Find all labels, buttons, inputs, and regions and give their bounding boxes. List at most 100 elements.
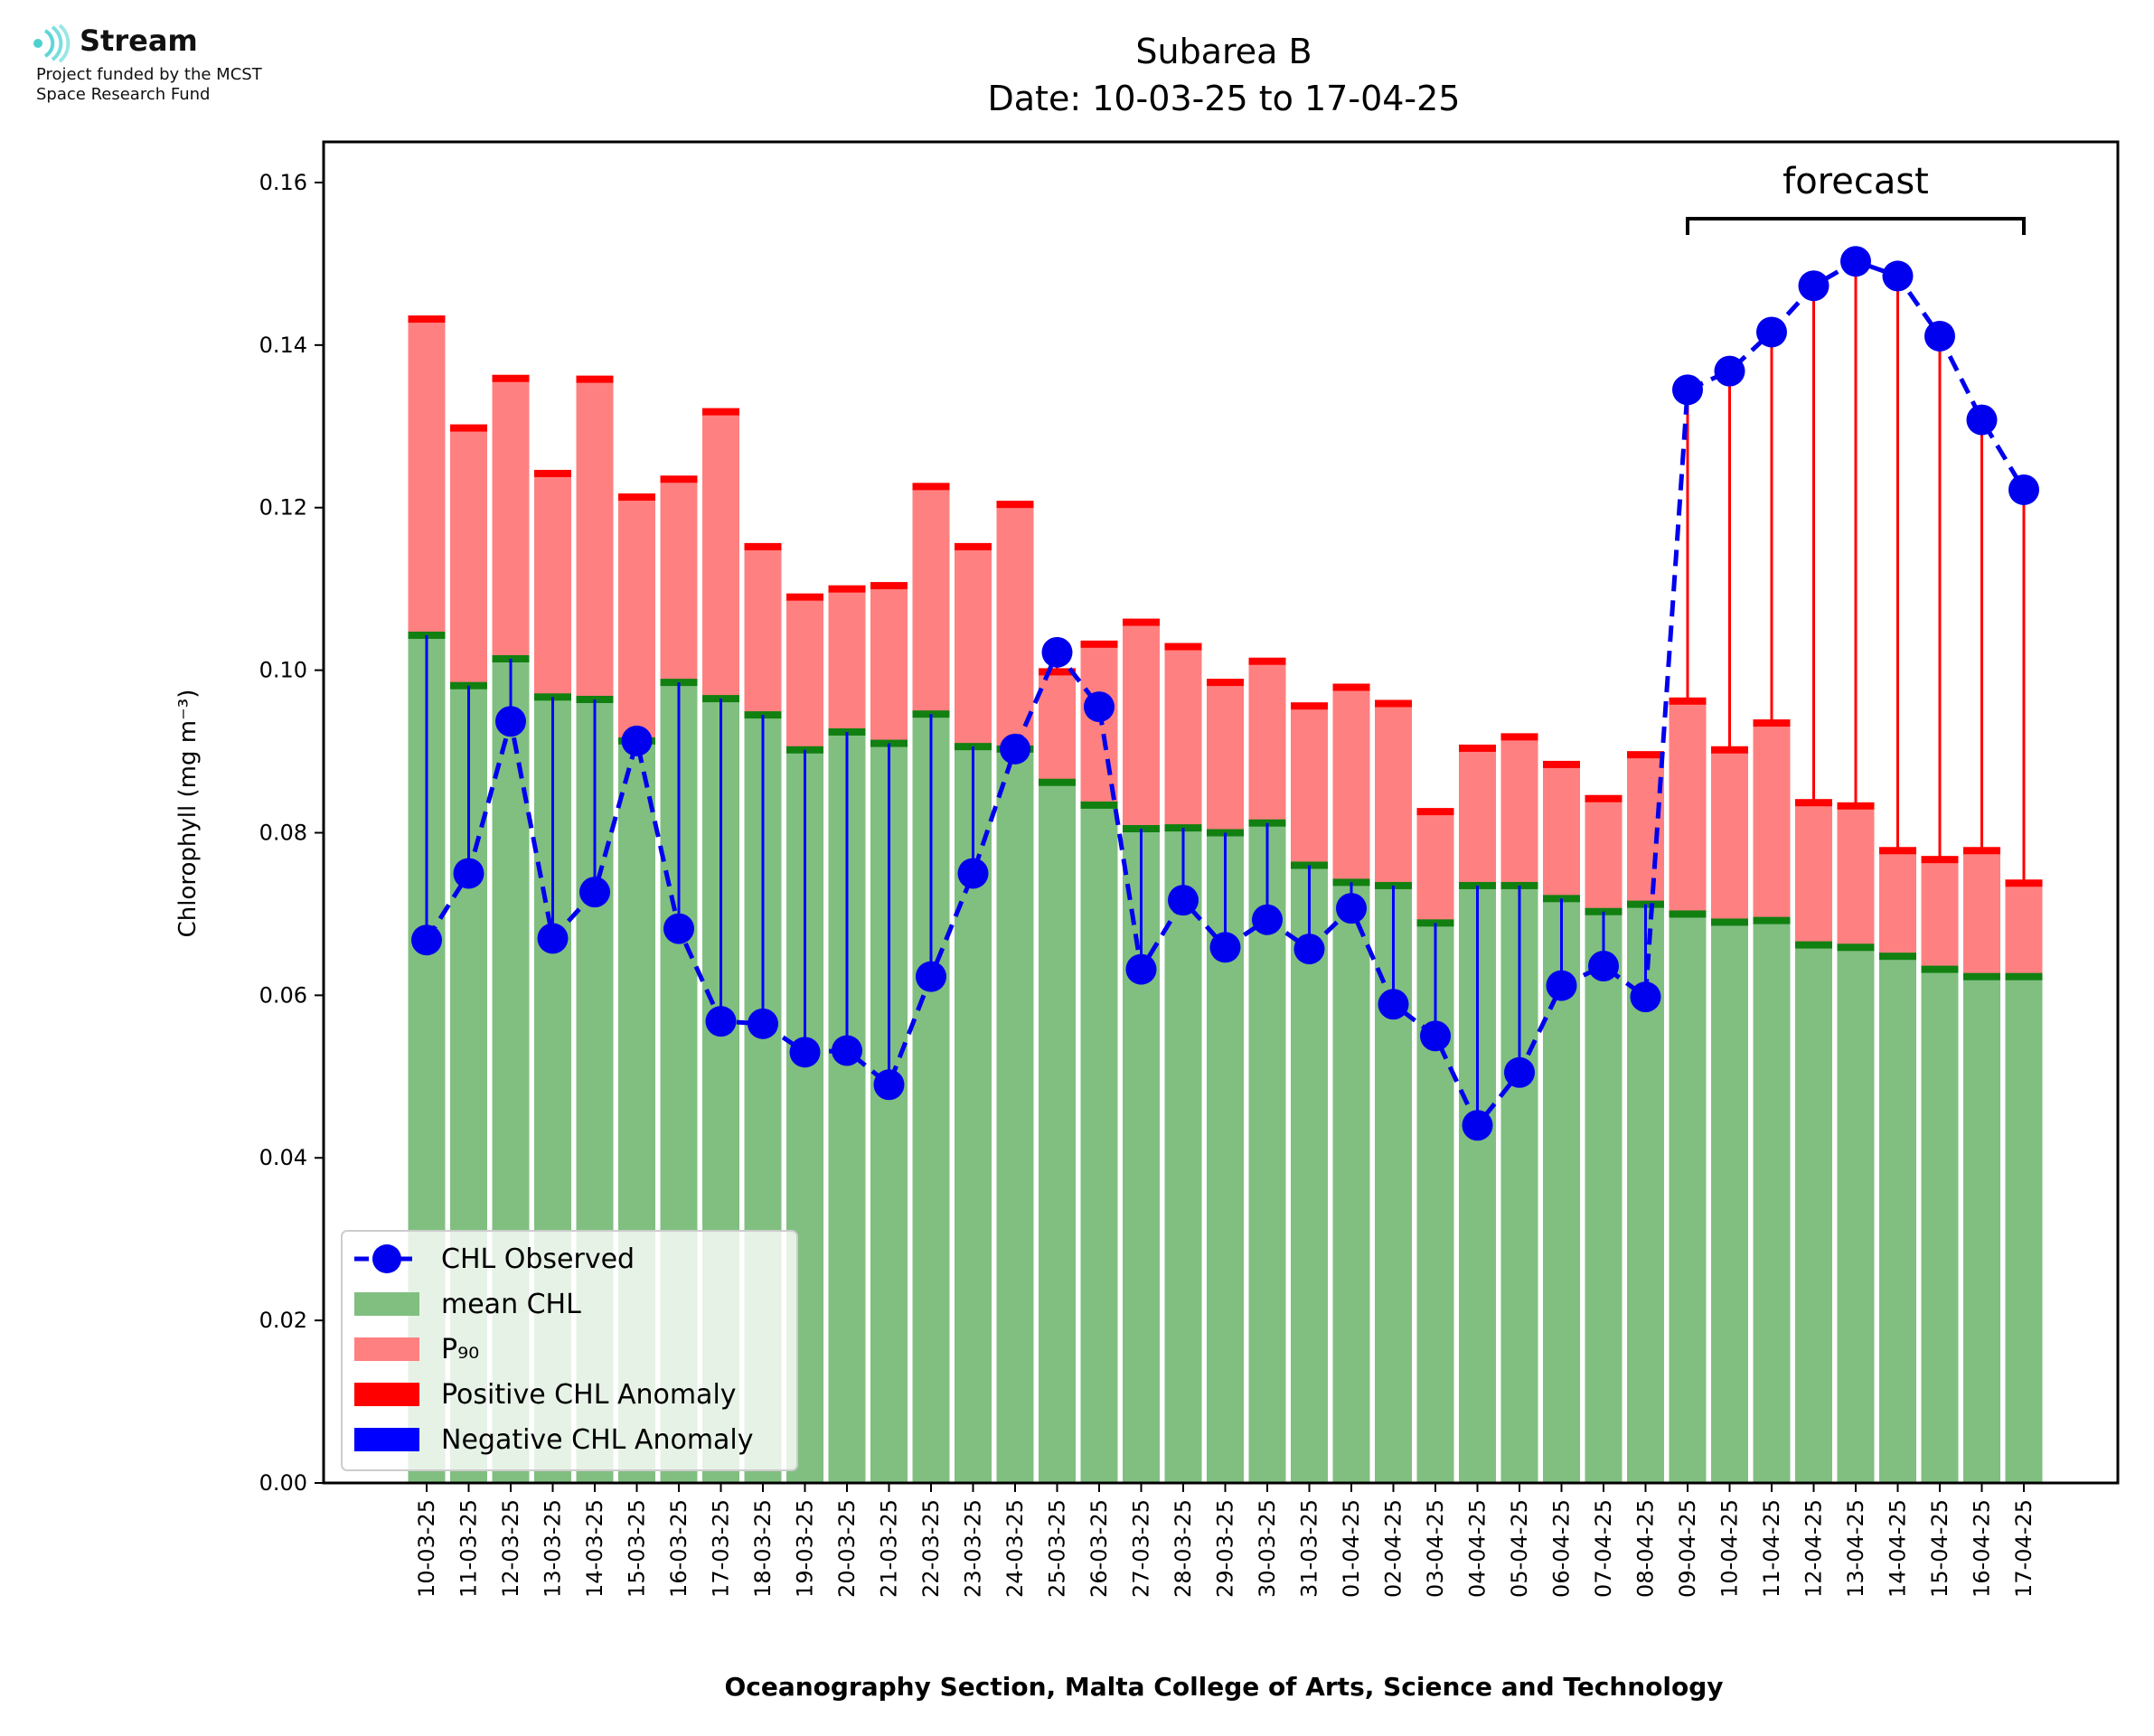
p90-cap — [660, 475, 698, 483]
p90-cap — [1207, 679, 1244, 687]
x-tick-label: 27-03-25 — [1129, 1499, 1154, 1598]
mean-bar — [1879, 956, 1916, 1483]
x-tick-label: 06-04-25 — [1549, 1499, 1575, 1598]
plot-frame — [322, 140, 2120, 1485]
p90-cap — [1500, 733, 1538, 741]
forecast-label: forecast — [1782, 161, 1929, 202]
observed-point — [495, 706, 526, 737]
mean-cap — [1921, 965, 1959, 973]
observed-point — [1966, 404, 1998, 436]
p90-cap — [576, 375, 614, 383]
x-tick-label: 10-03-25 — [414, 1499, 439, 1598]
mean-cap — [1837, 943, 1875, 952]
observed-point — [1924, 320, 1955, 352]
p90-cap — [1627, 751, 1664, 759]
p90-cap — [1123, 618, 1160, 626]
observed-point — [1209, 932, 1241, 963]
mean-bar — [996, 748, 1034, 1483]
x-tick-label: 07-04-25 — [1591, 1499, 1616, 1598]
p90-cap — [1375, 699, 1412, 708]
observed-point — [1252, 904, 1283, 935]
mean-bar — [1669, 914, 1707, 1483]
x-tick-label: 24-03-25 — [1002, 1499, 1028, 1598]
x-tick-label: 09-04-25 — [1675, 1499, 1700, 1598]
legend-label: Positive CHL Anomaly — [441, 1379, 737, 1411]
axes-layer — [315, 140, 2120, 1492]
logo-funding-line-2: Space Research Fund — [36, 85, 211, 104]
legend-label: mean CHL — [441, 1289, 581, 1320]
legend-observed-marker — [372, 1244, 401, 1273]
p90-cap — [1164, 643, 1202, 651]
x-tick-label: 02-04-25 — [1381, 1499, 1406, 1598]
legend-positive-swatch — [354, 1383, 419, 1406]
x-tick-label: 15-03-25 — [625, 1499, 650, 1598]
p90-cap — [492, 374, 530, 382]
observed-point — [2008, 474, 2039, 505]
x-tick-label: 03-04-25 — [1423, 1499, 1448, 1598]
observed-point — [1546, 970, 1577, 1001]
mean-cap — [1711, 918, 1748, 926]
observed-point — [1588, 950, 1619, 981]
observed-point — [1336, 893, 1367, 924]
mean-bar — [2005, 976, 2043, 1483]
labels-layer: 0.00 0.02 0.04 0.06 0.08 0.10 0.12 0.14 0.16 10-0… — [174, 32, 2036, 1702]
legend-label: CHL Observed — [441, 1243, 635, 1275]
y-tick-label: 0.14 — [259, 333, 307, 358]
x-tick-label: 31-03-25 — [1297, 1499, 1322, 1598]
legend-negative-swatch — [354, 1428, 419, 1451]
observed-point — [705, 1006, 737, 1037]
anomaly-lines-layer — [425, 261, 2026, 1126]
x-tick-label: 22-03-25 — [918, 1499, 944, 1598]
p90-cap — [1543, 760, 1580, 768]
y-tick-label: 0.12 — [259, 495, 307, 521]
x-tick-label: 15-04-25 — [1927, 1499, 1952, 1598]
y-tick-label: 0.04 — [259, 1145, 307, 1170]
logo-title: Stream — [80, 23, 198, 58]
p90-cap — [534, 469, 571, 477]
x-tick-label: 17-04-25 — [2011, 1499, 2036, 1598]
p90-cap — [1248, 657, 1286, 665]
x-tick-label: 14-04-25 — [1886, 1499, 1911, 1598]
x-tick-label: 05-04-25 — [1507, 1499, 1532, 1598]
observed-point — [453, 858, 484, 889]
mean-cap — [1669, 910, 1707, 918]
legend-label: Negative CHL Anomaly — [441, 1424, 754, 1456]
x-tick-label: 23-03-25 — [961, 1499, 986, 1598]
x-tick-label: 30-03-25 — [1255, 1499, 1280, 1598]
x-tick-label: 25-03-25 — [1045, 1499, 1070, 1598]
observed-point — [1798, 270, 1829, 302]
observed-point — [1504, 1056, 1535, 1088]
mean-bar — [1164, 828, 1202, 1483]
x-tick-label: 11-04-25 — [1759, 1499, 1784, 1598]
mean-bar — [1332, 882, 1370, 1483]
x-tick-label: 14-03-25 — [582, 1499, 607, 1598]
chart-subtitle: Date: 10-03-25 to 17-04-25 — [988, 79, 1461, 118]
mean-bar — [1753, 920, 1791, 1483]
x-tick-label: 13-04-25 — [1843, 1499, 1868, 1598]
mean-cap — [1879, 952, 1916, 961]
x-tick-label: 28-03-25 — [1171, 1499, 1196, 1598]
observed-point — [1714, 355, 1745, 387]
observed-point — [1756, 316, 1787, 348]
y-tick-label: 0.02 — [259, 1308, 307, 1333]
p90-cap — [1585, 794, 1623, 802]
logo-funding-line-1: Project funded by the MCST — [36, 65, 262, 84]
x-tick-label: 19-03-25 — [793, 1499, 818, 1598]
y-tick-label: 0.16 — [259, 170, 307, 195]
legend-box — [341, 1230, 798, 1471]
observed-point — [832, 1035, 862, 1066]
observed-point — [789, 1037, 821, 1068]
observed-point — [748, 1008, 778, 1039]
x-tick-label: 26-03-25 — [1086, 1499, 1112, 1598]
mean-cap — [2005, 972, 2043, 981]
p90-cap — [618, 493, 655, 502]
observed-point — [579, 877, 610, 908]
p90-cap — [786, 593, 823, 601]
observed-point — [916, 961, 946, 992]
x-tick-label: 21-03-25 — [877, 1499, 902, 1598]
y-tick-label: 0.00 — [259, 1470, 307, 1496]
x-axis-label: Oceanography Section, Malta College of A… — [724, 1672, 1723, 1702]
x-tick-label: 16-03-25 — [666, 1499, 691, 1598]
observed-point — [1084, 691, 1115, 723]
p90-cap — [828, 585, 866, 593]
